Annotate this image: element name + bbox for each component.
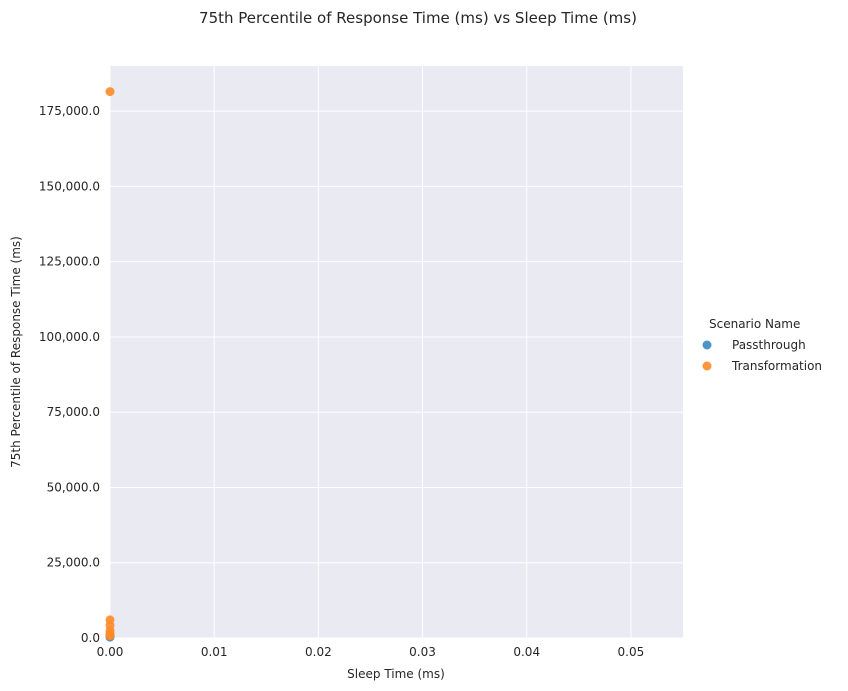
legend-title: Scenario Name [709, 317, 800, 331]
y-tick-label: 75,000.0 [47, 405, 100, 419]
plot-area [105, 87, 115, 642]
y-tick-label: 25,000.0 [47, 556, 100, 570]
y-tick-label: 175,000.0 [39, 104, 100, 118]
legend-label: Passthrough [732, 338, 806, 352]
legend-marker [702, 361, 712, 371]
x-tick-label: 0.01 [201, 645, 228, 659]
data-points [105, 87, 115, 642]
grid-lines [109, 66, 683, 639]
x-tick-label: 0.05 [618, 645, 645, 659]
y-tick-label: 125,000.0 [39, 255, 100, 269]
x-tick-label: 0.04 [513, 645, 540, 659]
legend-label: Transformation [731, 359, 822, 373]
data-point-transformation [105, 87, 115, 97]
chart-title: 75th Percentile of Response Time (ms) vs… [199, 9, 637, 27]
y-tick-labels: 0.0 25,000.0 50,000.0 75,000.0 100,000.0 125,… [39, 104, 100, 645]
plot-background [110, 66, 683, 638]
x-tick-label: 0.02 [305, 645, 332, 659]
y-tick-label: 150,000.0 [39, 179, 100, 193]
x-tick-label: 0.03 [409, 645, 436, 659]
x-tick-label: 0.00 [97, 645, 124, 659]
y-tick-label: 100,000.0 [39, 330, 100, 344]
x-tick-labels: 0.00 0.01 0.02 0.03 0.04 0.05 [97, 645, 645, 659]
y-tick-label: 0.0 [81, 631, 100, 645]
y-axis-label: 75th Percentile of Response Time (ms) [9, 236, 23, 468]
legend-marker [702, 340, 712, 350]
data-point-transformation [105, 631, 115, 641]
legend: Scenario Name Passthrough Transformation [702, 317, 822, 373]
x-axis-label: Sleep Time (ms) [347, 667, 445, 681]
legend-items: Passthrough Transformation [702, 338, 822, 373]
y-tick-label: 50,000.0 [47, 480, 100, 494]
